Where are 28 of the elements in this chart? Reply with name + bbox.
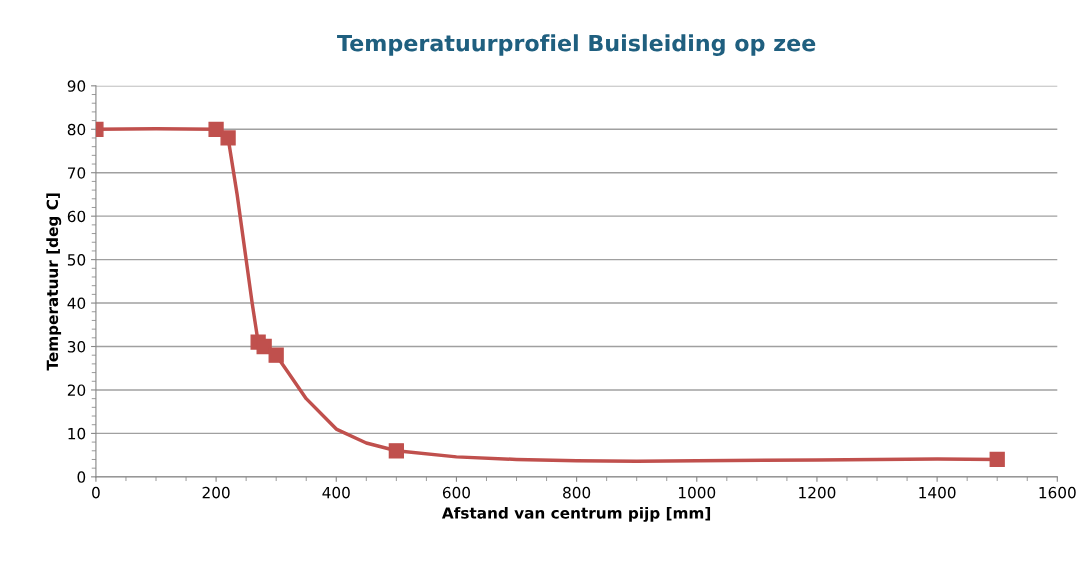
point bbox=[268, 347, 284, 363]
x-tick-label: 0 bbox=[92, 486, 100, 499]
y-tick-label: 10 bbox=[68, 427, 86, 440]
point bbox=[989, 451, 1005, 468]
x-tick-label: 1600 bbox=[1039, 486, 1076, 499]
y-tick-label: 80 bbox=[67, 123, 86, 136]
y-tick-label: 30 bbox=[67, 340, 86, 353]
y-tick-label: 40 bbox=[67, 297, 86, 310]
x-tick-label: 1000 bbox=[679, 486, 716, 499]
point bbox=[208, 121, 224, 137]
x-tick-label: 600 bbox=[442, 486, 470, 499]
x-axis-title: Afstand van centrum pijp [mm] bbox=[441, 506, 711, 522]
y-tick-label: 20 bbox=[67, 384, 86, 396]
point bbox=[388, 443, 404, 459]
y-tick-label: 70 bbox=[68, 167, 86, 179]
x-tick-label: 400 bbox=[322, 486, 350, 499]
chart-title: Temperatuurprofiel Buisleiding op zee bbox=[337, 34, 816, 56]
y-tick-label: 60 bbox=[67, 210, 86, 223]
y-tick-label: 90 bbox=[67, 80, 86, 92]
x-tick-label: 200 bbox=[202, 486, 230, 499]
y-tick-label: 50 bbox=[67, 254, 86, 266]
x-tick-label: 1400 bbox=[919, 486, 956, 499]
point bbox=[256, 338, 272, 355]
point bbox=[220, 130, 236, 146]
x-tick-label: 1200 bbox=[799, 486, 836, 499]
x-tick-label: 800 bbox=[563, 486, 591, 499]
y-axis-title: Temperatuur [deg C] bbox=[46, 193, 62, 371]
y-tick-label: 0 bbox=[77, 471, 86, 483]
